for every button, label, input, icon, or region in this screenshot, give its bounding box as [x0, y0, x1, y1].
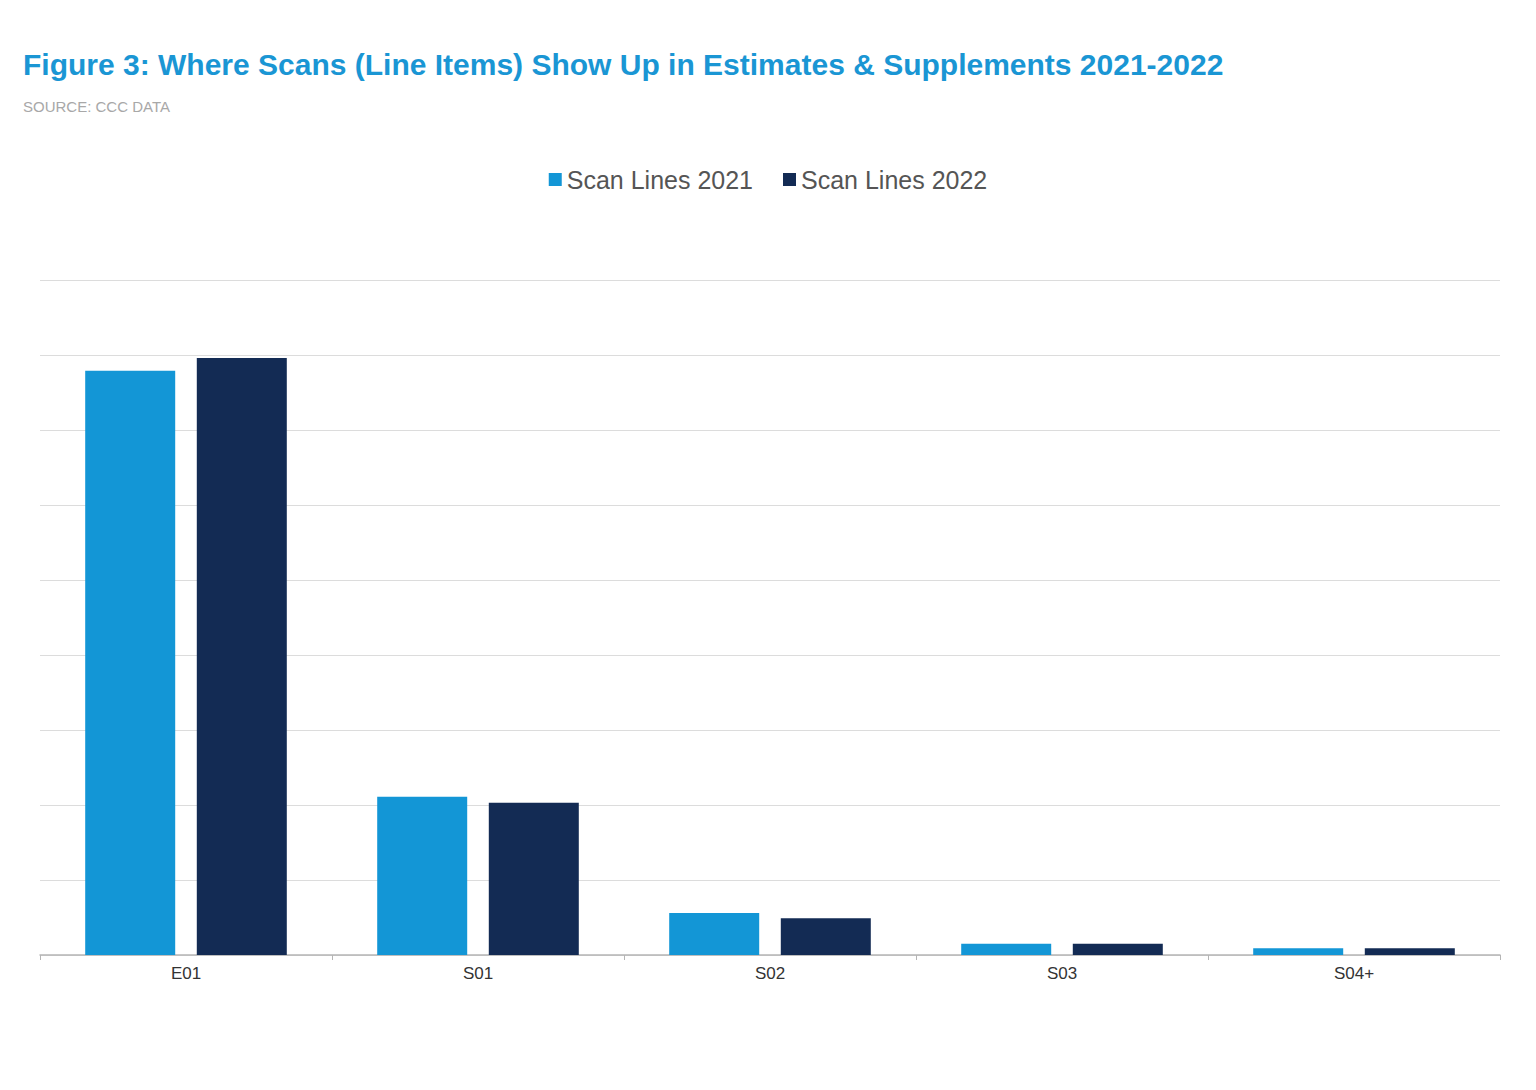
svg-text:S02: S02	[755, 964, 785, 983]
svg-text:S03: S03	[1047, 964, 1077, 983]
svg-text:Scan Lines 2021: Scan Lines 2021	[567, 166, 753, 194]
svg-text:Figure 3: Where Scans (Line It: Figure 3: Where Scans (Line Items) Show …	[23, 48, 1223, 81]
svg-text:Scan Lines 2022: Scan Lines 2022	[801, 166, 987, 194]
svg-text:SOURCE: CCC DATA: SOURCE: CCC DATA	[23, 98, 170, 115]
svg-text:S01: S01	[463, 964, 493, 983]
svg-text:E01: E01	[171, 964, 201, 983]
svg-text:S04+: S04+	[1334, 964, 1374, 983]
